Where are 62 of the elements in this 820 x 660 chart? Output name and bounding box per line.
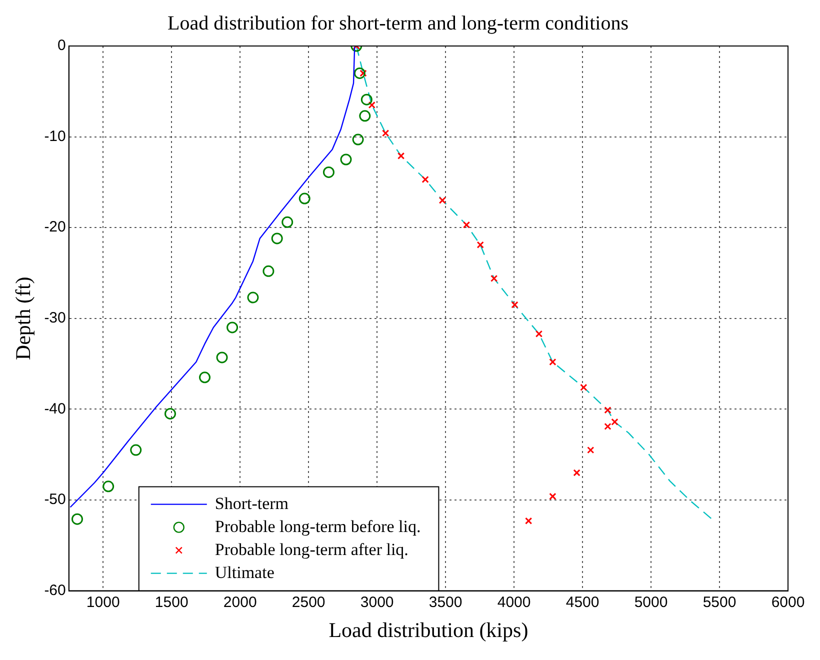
y-tick-label: -20 bbox=[44, 218, 66, 236]
point bbox=[549, 492, 556, 500]
y-tick-label: -30 bbox=[44, 310, 66, 327]
point bbox=[587, 446, 594, 454]
point bbox=[352, 134, 364, 146]
y-tick-label: 0 bbox=[58, 37, 66, 54]
point bbox=[580, 384, 588, 391]
point bbox=[611, 418, 618, 426]
point bbox=[199, 372, 211, 384]
point bbox=[422, 176, 429, 184]
point bbox=[604, 406, 612, 414]
y-tick-label: -50 bbox=[44, 491, 66, 508]
point bbox=[282, 216, 294, 228]
point bbox=[462, 221, 470, 228]
point bbox=[360, 94, 372, 106]
point bbox=[262, 265, 274, 277]
point bbox=[226, 322, 238, 334]
x-tick-label: 4500 bbox=[566, 594, 600, 611]
chart-title: Load distribution for short-term and long-term conditions bbox=[167, 12, 629, 34]
y-axis-title: Depth (ft) bbox=[11, 276, 36, 360]
y-tick-label: -40 bbox=[44, 400, 66, 418]
point bbox=[340, 154, 352, 166]
legend-label: Probable long-term after liq. bbox=[214, 540, 408, 559]
point bbox=[298, 192, 310, 204]
legend-label: Ultimate bbox=[214, 562, 274, 582]
x-tick-label: 5000 bbox=[634, 594, 668, 611]
point bbox=[511, 301, 518, 308]
point bbox=[382, 130, 390, 137]
point bbox=[271, 232, 283, 244]
x-tick-label: 1500 bbox=[154, 594, 188, 611]
point bbox=[524, 517, 532, 524]
point bbox=[216, 352, 228, 364]
legend-label: Short-term bbox=[214, 494, 289, 513]
point bbox=[368, 101, 376, 109]
point bbox=[535, 330, 543, 338]
legend-label: Probable long-term before liq. bbox=[214, 516, 421, 536]
y-tick-label: -10 bbox=[44, 128, 66, 145]
x-tick-label: 2500 bbox=[292, 594, 326, 611]
point bbox=[476, 241, 484, 248]
x-axis-title: Load distribution (kips) bbox=[328, 618, 528, 642]
point bbox=[359, 110, 371, 122]
x-tick-label: 3500 bbox=[428, 594, 462, 611]
point bbox=[490, 274, 498, 282]
point bbox=[322, 166, 334, 178]
x-tick-label: 4000 bbox=[497, 594, 531, 611]
x-tick-label: 1000 bbox=[86, 594, 120, 611]
x-tick-label: 3000 bbox=[360, 594, 394, 611]
point bbox=[130, 444, 142, 456]
x-tick-label: 5500 bbox=[702, 594, 736, 611]
point bbox=[438, 196, 446, 204]
y-tick-label: -60 bbox=[44, 582, 66, 599]
point bbox=[247, 292, 259, 304]
point bbox=[354, 67, 366, 79]
point bbox=[549, 358, 556, 366]
point bbox=[71, 513, 83, 525]
point bbox=[164, 408, 176, 420]
point bbox=[604, 422, 612, 430]
point bbox=[397, 152, 405, 160]
point bbox=[573, 469, 580, 476]
x-tick-label: 2000 bbox=[223, 594, 257, 611]
x-tick-label: 6000 bbox=[771, 594, 805, 611]
point bbox=[102, 480, 114, 492]
